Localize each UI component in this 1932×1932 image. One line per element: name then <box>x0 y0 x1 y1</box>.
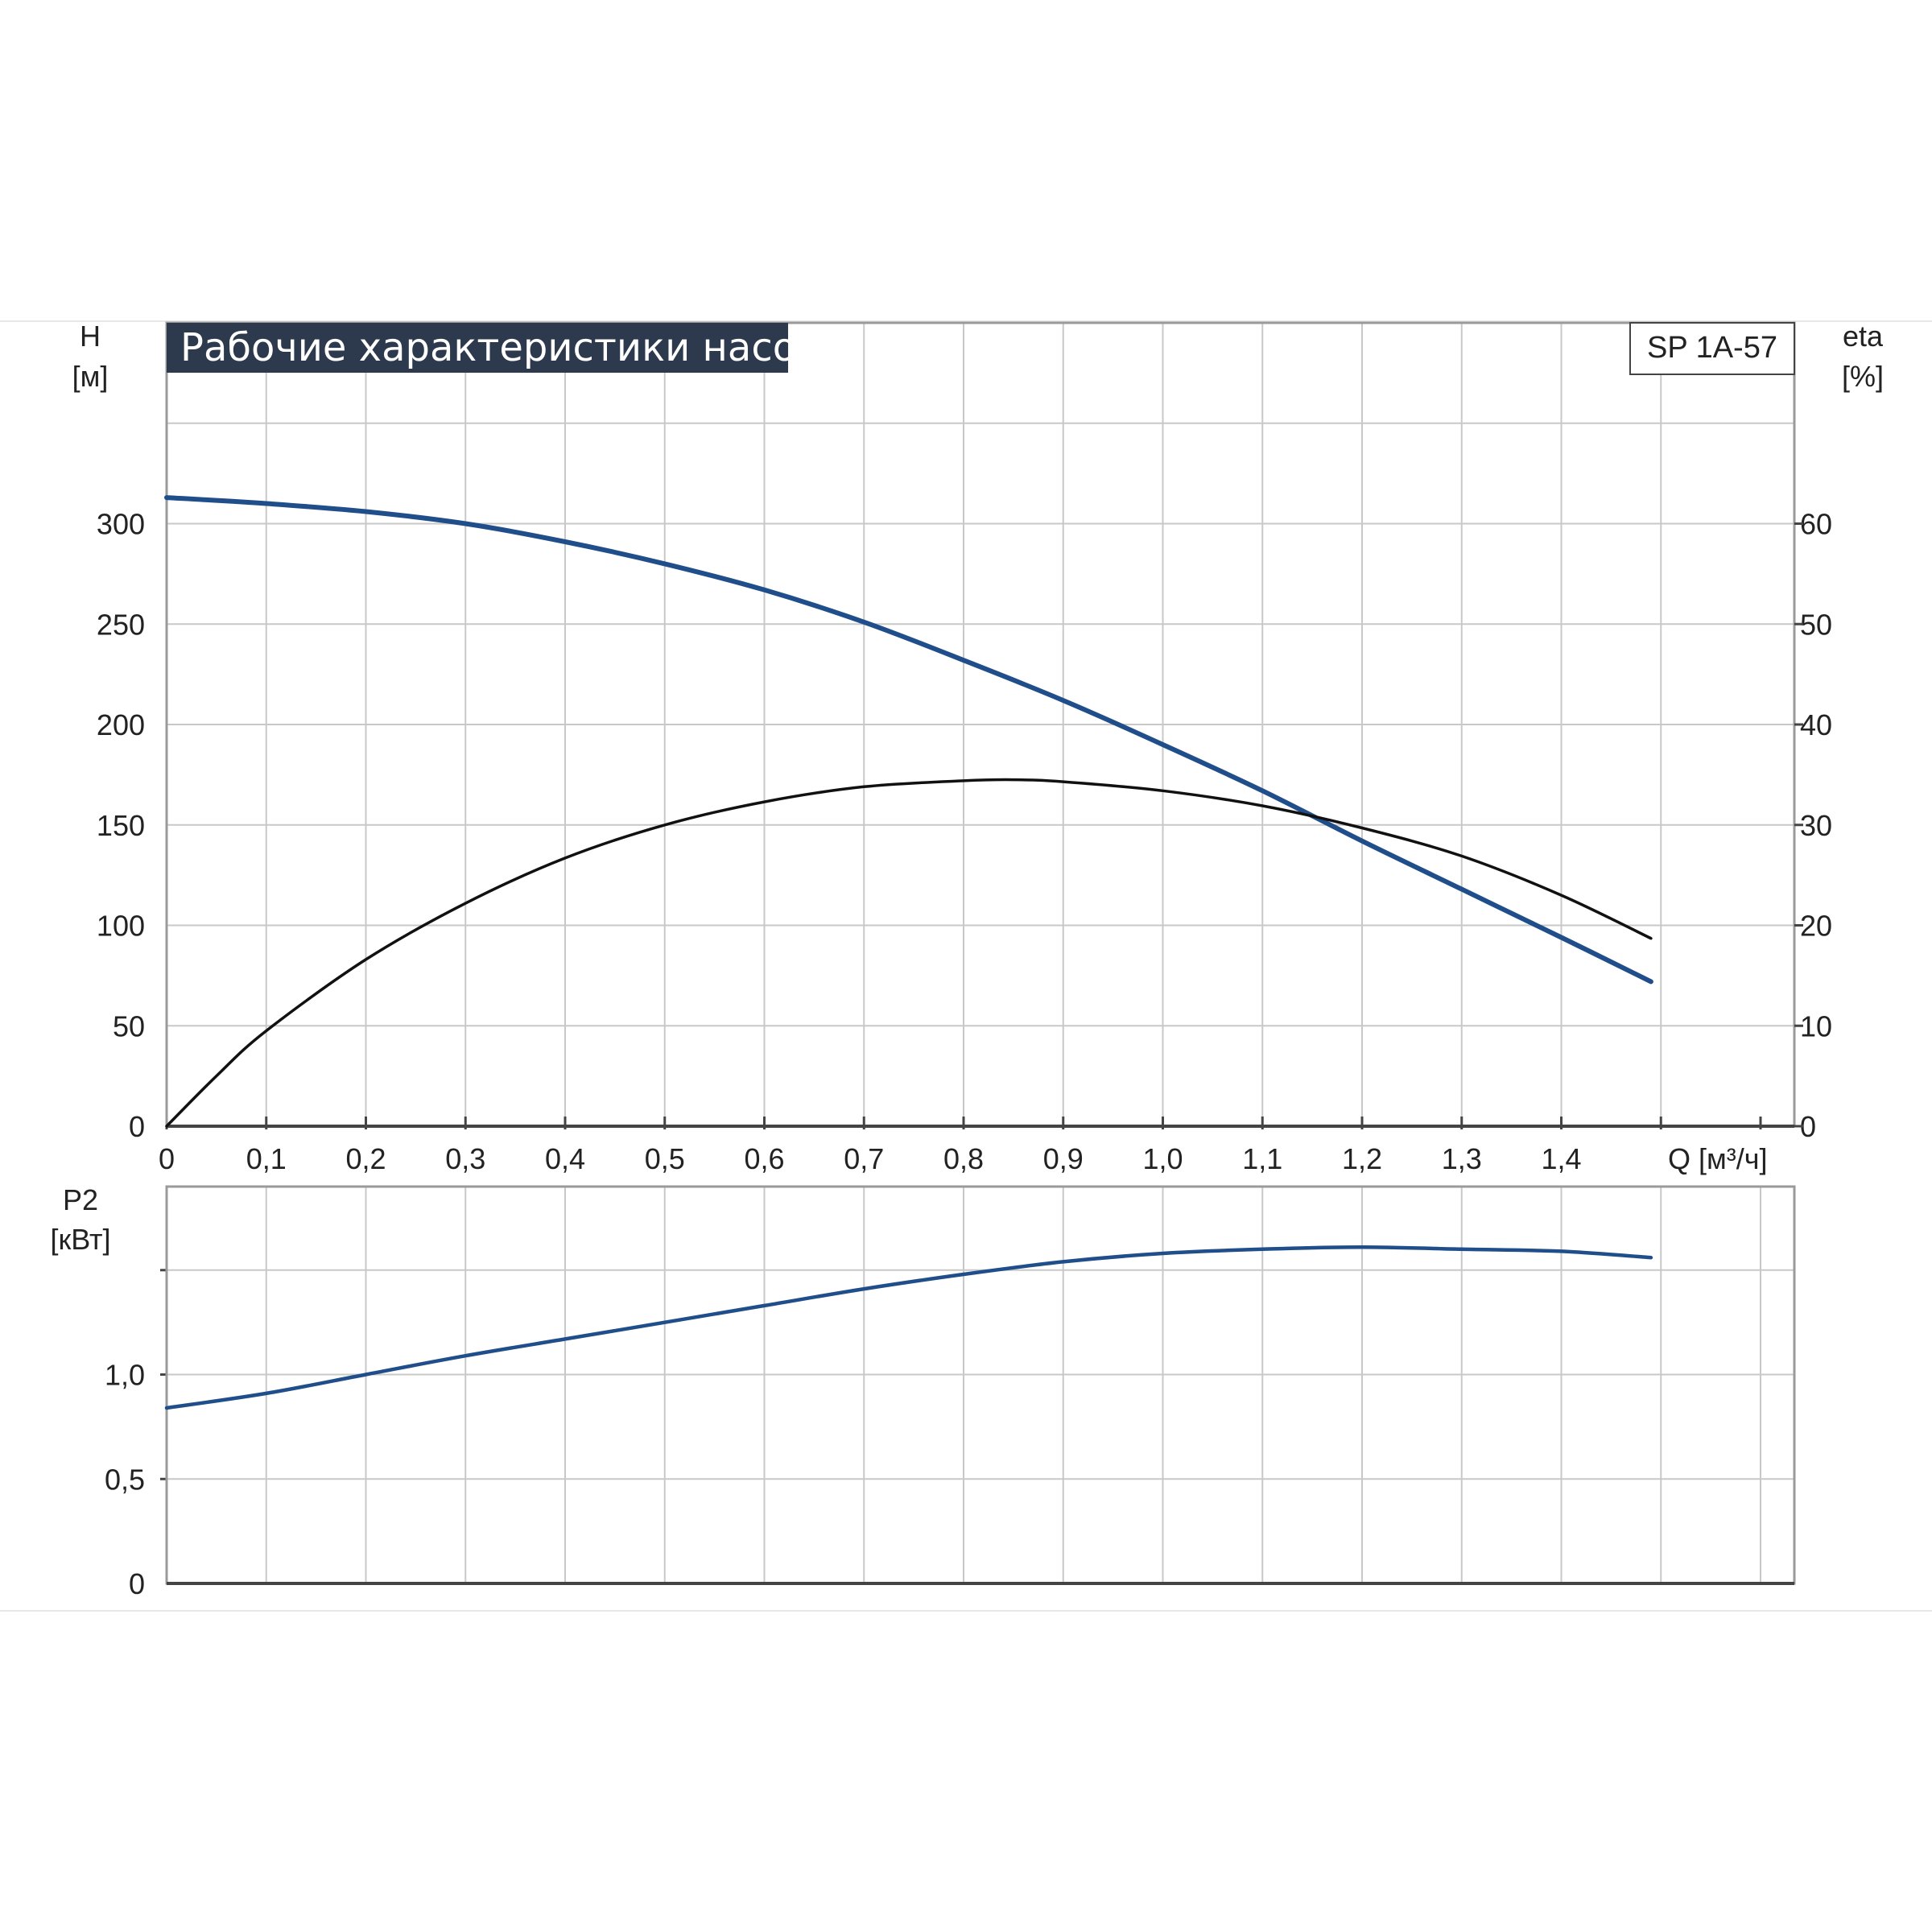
x-axis-label: Q [м³/ч] <box>1668 1142 1768 1175</box>
upper-grid <box>165 323 1794 1129</box>
y-left-tick-label: 100 <box>97 910 145 943</box>
y-left-tick-label: 50 <box>113 1009 145 1042</box>
p2-tick-label: 0,5 <box>105 1463 145 1496</box>
upper-tick-labels: 0 0,1 0,2 0,3 0,4 0,5 0,6 0,7 0,8 0,9 1,0 1,1 1,2 1,3… <box>97 508 1832 1176</box>
x-tick-label: 0,5 <box>645 1142 685 1175</box>
p2-tick-label: 1,0 <box>105 1359 145 1392</box>
x-tick-label: 0,7 <box>844 1142 884 1175</box>
y-left-tick-label: 0 <box>129 1110 145 1143</box>
bottom-border-line <box>0 1610 1932 1612</box>
y-axis-label-right-unit: [%] <box>1842 360 1884 393</box>
model-label: SP 1A-57 <box>1647 331 1777 365</box>
lower-grid <box>160 1187 1794 1583</box>
y-right-tick-label: 60 <box>1800 508 1832 541</box>
y-left-tick-label: 150 <box>97 809 145 842</box>
x-tick-label: 1,3 <box>1442 1142 1482 1175</box>
x-tick-label: 1,1 <box>1242 1142 1282 1175</box>
y-right-tick-label: 50 <box>1800 608 1832 641</box>
lower-tick-labels: 0 0,5 1,0 <box>105 1359 145 1600</box>
chart-title: Рабочие характеристики насоса <box>180 325 841 370</box>
x-tick-label: 0,8 <box>943 1142 984 1175</box>
efficiency-curve <box>165 778 1653 1128</box>
y-axis-label-right-name: eta <box>1843 320 1884 353</box>
lower-plot-frame <box>165 1185 1796 1585</box>
head-curve <box>164 495 1653 985</box>
y-left-tick-label: 250 <box>97 608 145 641</box>
top-border-line <box>0 320 1932 322</box>
power-curve <box>164 1245 1653 1410</box>
x-tick-label: 0,9 <box>1043 1142 1084 1175</box>
x-tick-label: 0,4 <box>545 1142 585 1175</box>
x-tick-label: 0,1 <box>246 1142 287 1175</box>
x-tick-label: 0,6 <box>744 1142 784 1175</box>
p2-axis-label-unit: [кВт] <box>50 1223 110 1256</box>
p2-tick-label: 0 <box>129 1567 145 1600</box>
p2-axis-label-name: P2 <box>63 1183 98 1216</box>
y-right-tick-label: 40 <box>1800 708 1832 741</box>
x-tick-label: 0,3 <box>445 1142 485 1175</box>
y-right-tick-label: 30 <box>1800 809 1832 842</box>
lower-series <box>164 1245 1653 1410</box>
title-box <box>167 323 788 373</box>
y-right-tick-label: 10 <box>1800 1009 1832 1042</box>
upper-series <box>164 495 1653 1128</box>
y-right-tick-label: 0 <box>1800 1110 1816 1143</box>
y-left-tick-label: 200 <box>97 708 145 741</box>
y-left-tick-label: 300 <box>97 508 145 541</box>
x-tick-label: 1,2 <box>1342 1142 1382 1175</box>
model-box <box>1629 322 1795 375</box>
x-tick-label: 0,2 <box>345 1142 386 1175</box>
y-axis-label-left-name: H <box>80 320 101 353</box>
x-tick-label: 0 <box>159 1142 175 1175</box>
x-tick-label: 1,0 <box>1142 1142 1183 1175</box>
y-right-tick-label: 20 <box>1800 910 1832 943</box>
y-axis-label-left-unit: [м] <box>72 360 109 393</box>
x-tick-label: 1,4 <box>1541 1142 1581 1175</box>
